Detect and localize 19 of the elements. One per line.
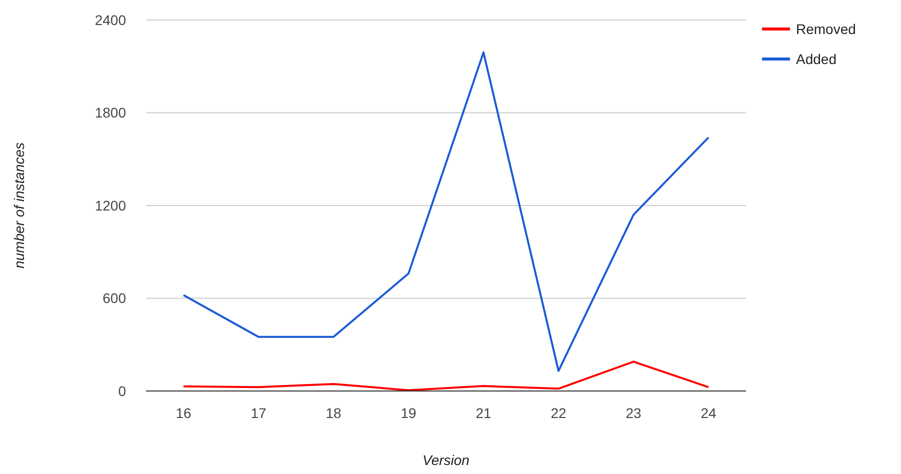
x-tick-label: 19 (400, 404, 416, 421)
y-tick-label: 1800 (94, 104, 126, 121)
x-tick-label: 23 (626, 404, 642, 421)
x-tick-label: 24 (700, 404, 716, 421)
x-tick-label: 16 (176, 404, 192, 421)
x-tick-label: 18 (326, 404, 342, 421)
y-tick-label: 1200 (94, 197, 126, 214)
x-axis-title: Version (422, 452, 470, 468)
x-tick-label: 17 (250, 404, 266, 421)
line-series (182, 360, 710, 392)
legend-label: Removed (796, 20, 856, 37)
y-tick-label: 2400 (94, 12, 126, 28)
y-tick-label: 600 (102, 290, 126, 306)
legend-label: Added (796, 50, 836, 67)
x-tick-label: 22 (550, 404, 566, 421)
y-axis-title: number of instances (11, 142, 27, 269)
line-series (182, 51, 710, 372)
y-tick-label: 0 (118, 382, 126, 399)
x-tick-label: 21 (476, 404, 492, 421)
